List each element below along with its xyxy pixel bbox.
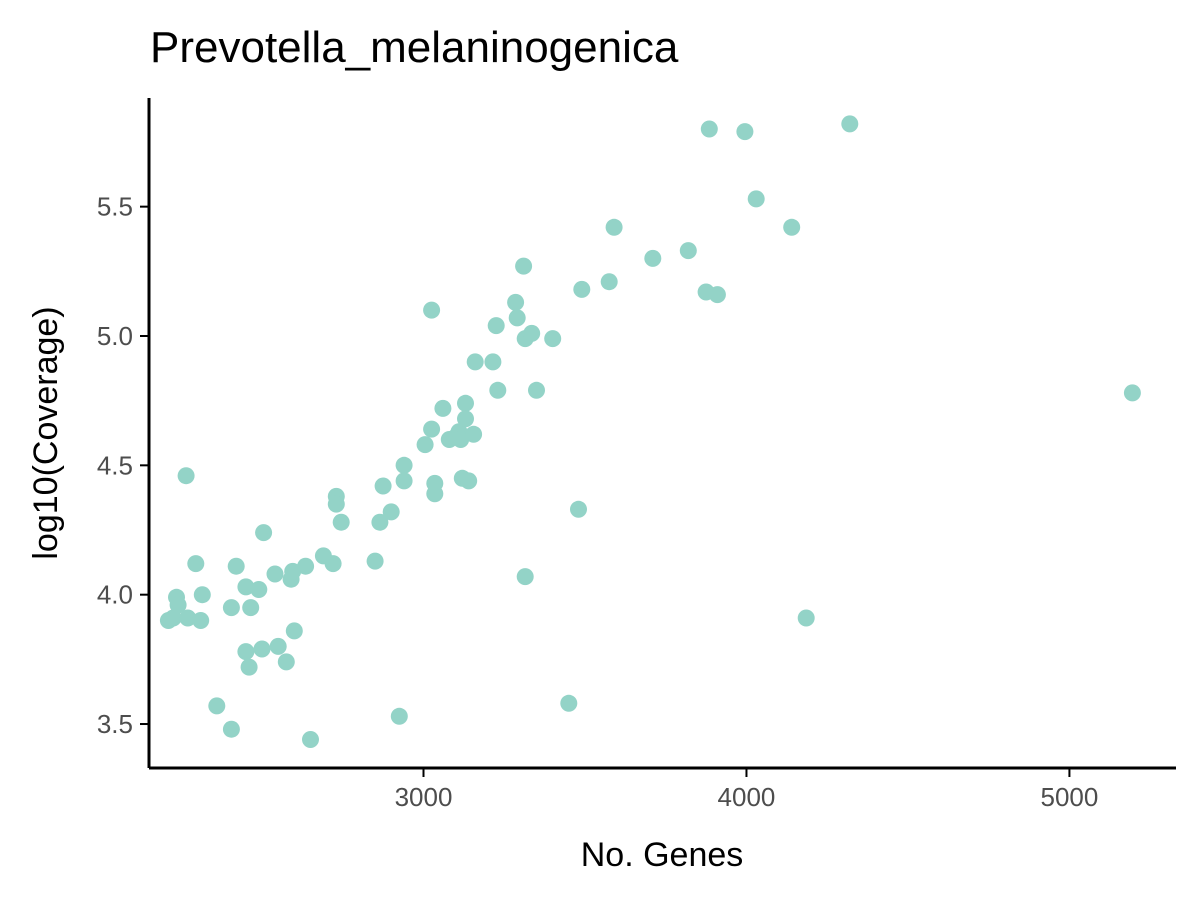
y-axis-ticks: 3.5 4.0 4.5 5.0 5.5 [97, 192, 149, 739]
data-point [242, 599, 260, 617]
data-point [679, 242, 697, 260]
data-point [237, 643, 255, 661]
data-point [783, 218, 801, 236]
data-point [489, 381, 507, 399]
data-point [516, 568, 534, 586]
data-point [208, 697, 226, 715]
data-point [570, 500, 587, 518]
data-point [382, 503, 400, 521]
y-tick-label: 3.5 [97, 709, 133, 739]
data-point [523, 324, 541, 342]
y-axis-title: log10(Coverage) [27, 306, 65, 559]
data-point [277, 653, 295, 671]
data-point [164, 609, 182, 627]
data-point [423, 301, 441, 319]
data-point [179, 609, 197, 627]
x-tick-label: 4000 [718, 782, 776, 812]
data-point [255, 524, 273, 542]
data-point [324, 555, 342, 573]
data-point [222, 599, 240, 617]
data-point [327, 495, 345, 513]
data-point [366, 552, 384, 570]
data-point [395, 472, 413, 490]
data-point [457, 394, 474, 412]
data-point [390, 707, 408, 725]
data-point [374, 477, 392, 495]
data-point [466, 353, 484, 371]
data-point [253, 640, 271, 658]
data-point [797, 609, 815, 627]
data-point [747, 190, 765, 208]
data-point [487, 317, 505, 335]
data-point [465, 425, 483, 443]
x-tick-label: 5000 [1041, 782, 1099, 812]
data-point [426, 485, 444, 503]
data-point [285, 622, 303, 640]
data-point [507, 293, 525, 311]
data-point [544, 330, 562, 348]
data-point [187, 555, 205, 573]
data-point [371, 513, 389, 531]
data-point [508, 309, 526, 327]
data-point [222, 720, 240, 738]
data-point [736, 123, 754, 141]
data-point [528, 381, 545, 399]
data-point [452, 431, 470, 448]
data-point [484, 353, 502, 371]
y-tick-label: 4.0 [97, 580, 133, 610]
y-tick-label: 4.5 [97, 450, 133, 480]
x-axis-title: No. Genes [581, 836, 744, 874]
data-point [237, 578, 255, 596]
y-tick-label: 5.5 [97, 192, 133, 222]
data-point [395, 456, 413, 474]
data-point [297, 557, 315, 575]
data-point [515, 257, 533, 275]
data-point [250, 581, 268, 598]
data-point [644, 249, 662, 267]
data-point [605, 218, 623, 236]
data-point [302, 731, 319, 748]
data-point [332, 513, 350, 531]
data-point [573, 280, 591, 298]
data-point [460, 472, 478, 490]
chart-title: Prevotella_melaninogenica [150, 23, 679, 72]
data-point [700, 120, 718, 138]
x-tick-label: 3000 [395, 782, 453, 812]
x-axis-ticks: 3000 4000 5000 [395, 768, 1099, 812]
data-point [416, 436, 434, 454]
data-point [434, 399, 452, 417]
data-point [193, 586, 211, 604]
data-point [266, 565, 284, 583]
data-points [159, 115, 1141, 748]
data-point [284, 562, 302, 580]
data-point [457, 410, 474, 428]
y-tick-label: 5.0 [97, 321, 133, 351]
data-point [708, 286, 726, 304]
data-point [192, 612, 210, 629]
data-point [600, 273, 618, 291]
data-point [423, 420, 441, 438]
data-point [841, 115, 859, 133]
data-point [240, 658, 258, 676]
data-point [269, 637, 287, 655]
data-point [177, 467, 195, 485]
data-point [169, 596, 187, 614]
data-point [1123, 384, 1141, 402]
data-point [227, 557, 245, 575]
data-point [560, 694, 578, 712]
